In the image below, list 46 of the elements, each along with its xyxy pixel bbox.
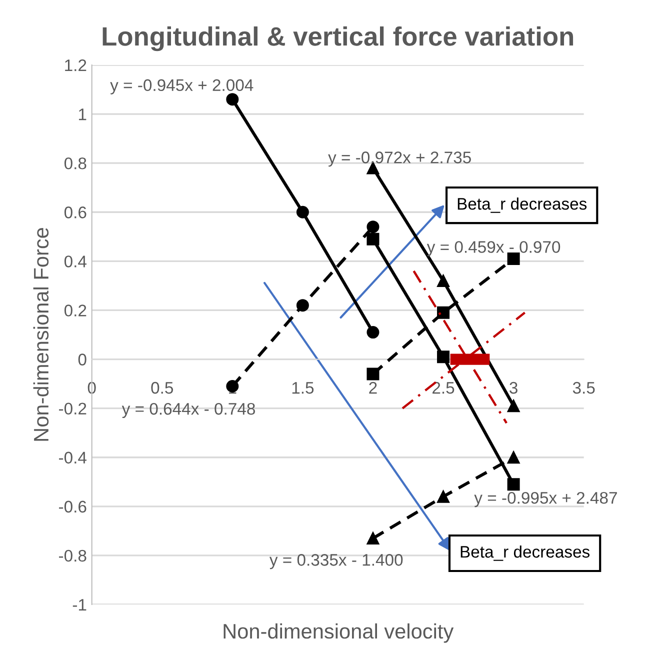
point [437, 350, 450, 364]
y-tick-label: -0.4 [59, 452, 86, 464]
point [437, 490, 450, 503]
point [366, 532, 380, 545]
point [507, 400, 520, 412]
point [366, 220, 380, 234]
x-tick-label: 0.5 [151, 382, 174, 394]
annotation: y = 0.459x - 0.970 [426, 241, 560, 256]
x-tick-label: 1.5 [292, 382, 314, 394]
point [366, 326, 380, 339]
point [296, 299, 309, 312]
chart-title: Longitudinal & vertical force variation [102, 26, 574, 52]
annotation: y = -0.995x + 2.487 [474, 492, 617, 508]
point [507, 252, 520, 265]
point [366, 232, 380, 246]
y-tick-label: 0.4 [64, 256, 86, 268]
point [366, 368, 380, 380]
x-tick-label: 3 [510, 382, 518, 394]
point [437, 274, 450, 288]
y-tick-label: 0.2 [64, 304, 86, 316]
y-tick-label: 1 [78, 108, 86, 120]
point [296, 206, 309, 218]
x-tick-label: 2 [369, 382, 377, 394]
y-tick-label: -0.8 [59, 550, 86, 562]
y-tick-label: -1 [72, 599, 86, 611]
annotation: y = -0.945x + 2.004 [110, 79, 254, 94]
y-tick-label: 1.2 [65, 59, 86, 72]
point [226, 93, 239, 106]
point [226, 380, 239, 392]
y-tick-label: -0.6 [59, 500, 86, 513]
annotation: y = -0.972x + 2.735 [328, 152, 471, 167]
y-tick-label: 0.6 [64, 206, 86, 218]
y-tick-label: -0.2 [59, 402, 86, 415]
y-tick-label: 0.8 [64, 157, 86, 170]
point [507, 478, 520, 491]
point [507, 451, 520, 464]
x-tick-label: 0 [88, 382, 96, 394]
annotation: Beta_r decreases [458, 198, 587, 213]
annotation: Beta_r decreases [460, 545, 590, 561]
y-axis-title: Non-dimensional Force [33, 228, 49, 441]
x-axis-title: Non-dimensional velocity [224, 623, 454, 643]
point [437, 306, 450, 319]
annotation: y = 0.335x - 1.400 [269, 554, 403, 570]
y-tick-label: 0 [78, 354, 86, 366]
annotation: y = 0.644x - 0.748 [122, 402, 255, 418]
x-tick-label: 3.5 [572, 382, 595, 394]
